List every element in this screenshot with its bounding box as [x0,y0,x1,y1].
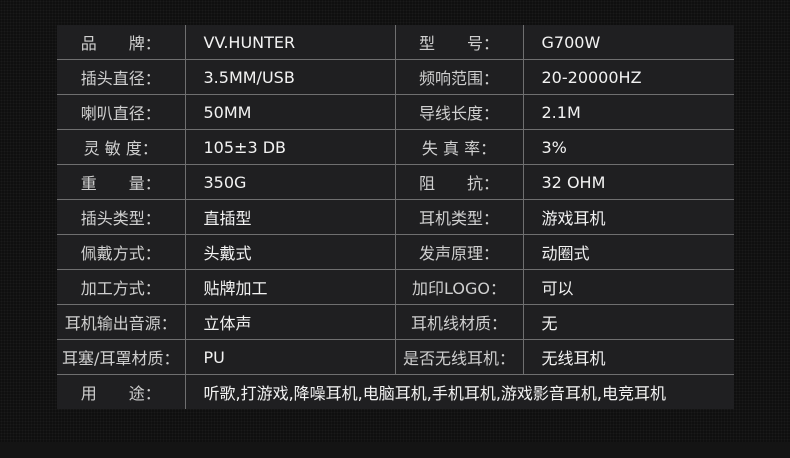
spec-row: 插头直径： 3.5MM/USB 频响范围： 20-20000HZ [57,59,734,95]
spec-value: 贴牌加工 [184,269,396,305]
spec-row: 品 牌： VV.HUNTER 型 号： G700W [57,25,734,60]
spec-label: 导线长度： [394,94,524,130]
usage-value: 听歌,打游戏,降噪耳机,电脑耳机,手机耳机,游戏影音耳机,电竞耳机 [184,374,734,409]
spec-label: 耳机类型： [394,199,524,235]
spec-row: 重 量： 350G 阻 抗： 32 OHM [57,164,734,200]
spec-label: 喇叭直径： [57,94,186,130]
spec-label: 型 号： [394,25,524,60]
spec-label: 耳塞/耳罩材质： [57,339,186,375]
spec-label: 失 真 率： [394,129,524,165]
spec-label: 插头类型： [57,199,186,235]
spec-row: 加工方式： 贴牌加工 加印LOGO： 可以 [57,269,734,305]
spec-label: 加印LOGO： [394,269,524,305]
spec-value: 3% [522,129,734,165]
spec-label: 耳机输出音源： [57,304,186,340]
spec-label: 耳机线材质： [394,304,524,340]
spec-label: 发声原理： [394,234,524,270]
spec-table: 品 牌： VV.HUNTER 型 号： G700W 插头直径： 3.5MM/USB 频响范围… [57,25,734,409]
spec-label: 频响范围： [394,59,524,95]
spec-value: 无线耳机 [522,339,734,375]
spec-value: 350G [184,164,396,200]
spec-value: 32 OHM [522,164,734,200]
spec-label: 重 量： [57,164,186,200]
spec-label: 插头直径： [57,59,186,95]
spec-label: 灵 敏 度： [57,129,186,165]
spec-row: 喇叭直径： 50MM 导线长度： 2.1M [57,94,734,130]
spec-value: PU [184,339,396,375]
spec-value: 头戴式 [184,234,396,270]
spec-label: 是否无线耳机： [394,339,524,375]
bottom-band [0,442,790,458]
spec-row: 灵 敏 度： 105±3 DB 失 真 率： 3% [57,129,734,165]
spec-value: 游戏耳机 [522,199,734,235]
spec-value: VV.HUNTER [184,25,396,60]
spec-row: 耳机输出音源： 立体声 耳机线材质：无 [57,304,734,340]
spec-row: 插头类型： 直插型 耳机类型： 游戏耳机 [57,199,734,235]
spec-label: 佩戴方式： [57,234,186,270]
spec-value: 20-20000HZ [522,59,734,95]
spec-row: 佩戴方式： 头戴式 发声原理： 动圈式 [57,234,734,270]
spec-label: 加工方式： [57,269,186,305]
spec-value: 50MM [184,94,396,130]
spec-value: 可以 [522,269,734,305]
spec-value: 立体声 [184,304,396,340]
spec-value: 直插型 [184,199,396,235]
spec-value: G700W [522,25,734,60]
spec-value: 105±3 DB [184,129,396,165]
spec-value: 无 [522,304,734,340]
spec-row: 耳塞/耳罩材质： PU 是否无线耳机： 无线耳机 [57,339,734,375]
spec-value: 2.1M [522,94,734,130]
spec-label: 阻 抗： [394,164,524,200]
usage-label: 用 途： [57,374,186,409]
spec-value: 3.5MM/USB [184,59,396,95]
spec-label: 品 牌： [57,25,186,60]
usage-row: 用 途： 听歌,打游戏,降噪耳机,电脑耳机,手机耳机,游戏影音耳机,电竞耳机 [57,374,734,409]
spec-value: 动圈式 [522,234,734,270]
